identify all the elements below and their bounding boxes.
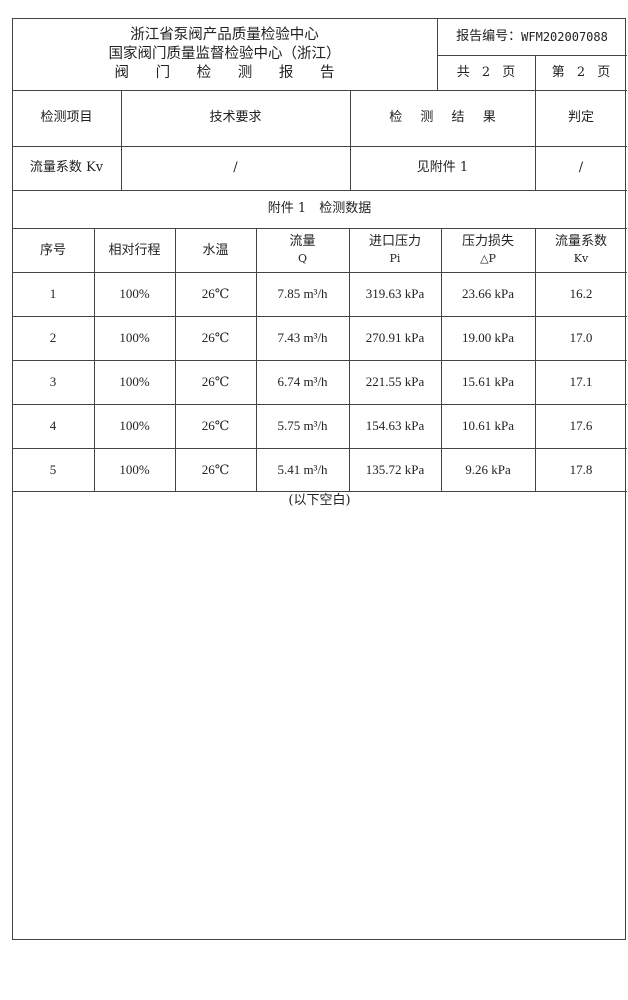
cell-index: 1: [49, 286, 57, 301]
cell-stroke: 100%: [119, 286, 150, 301]
divider: [175, 228, 176, 491]
report-number: 报告编号： WFM202007088: [437, 18, 627, 55]
column-label: 序号: [39, 242, 66, 258]
divider: [12, 491, 627, 492]
divider: [437, 55, 627, 56]
cell-water-temp: 26℃: [201, 374, 230, 389]
divider: [535, 55, 536, 90]
cell-water-temp: 26℃: [201, 330, 230, 345]
divider: [121, 90, 122, 190]
cell-kv: 17.1: [569, 374, 593, 389]
divider: [535, 228, 536, 491]
divider: [12, 146, 627, 147]
column-header-inlet-pressure: 进口压力 Pi: [349, 228, 441, 272]
column-label: 流量: [289, 234, 316, 249]
divider: [12, 360, 627, 361]
report-frame: [12, 18, 626, 940]
report-title: 阀 门 检 测 报 告: [114, 64, 346, 81]
divider: [349, 228, 350, 491]
cell-kv: 16.2: [569, 286, 593, 301]
cell-index: 3: [49, 374, 57, 389]
column-unit: △P: [480, 252, 496, 265]
cell-flow: 5.75 m³/h: [277, 418, 328, 433]
cell-index: 4: [49, 418, 57, 433]
cell-pressure-loss: 10.61 kPa: [462, 418, 514, 433]
cell-pressure-loss: 15.61 kPa: [462, 374, 514, 389]
divider: [12, 316, 627, 317]
cell-stroke: 100%: [119, 418, 150, 433]
summary-header-result: 检 测 结 果: [389, 110, 496, 125]
report-header-title: 浙江省泵阀产品质量检验中心 国家阀门质量监督检验中心（浙江） 阀 门 检 测 报…: [12, 18, 437, 90]
cell-flow: 7.85 m³/h: [277, 286, 328, 301]
cell-stroke: 100%: [119, 330, 150, 345]
divider: [12, 404, 627, 405]
report-number-label: 报告编号：: [456, 28, 522, 44]
summary-header-requirement: 技术要求: [209, 110, 262, 125]
summary-item: 流量系数 Kv: [29, 160, 104, 175]
cell-inlet-pressure: 270.91 kPa: [365, 330, 425, 345]
divider: [437, 18, 438, 90]
column-label: 水温: [202, 242, 229, 258]
summary-verdict: /: [578, 160, 584, 175]
total-pages: 共 2 页: [456, 64, 516, 80]
column-header-index: 序号: [12, 228, 94, 272]
column-unit: Q: [297, 252, 308, 265]
cell-inlet-pressure: 319.63 kPa: [365, 286, 425, 301]
cell-pressure-loss: 19.00 kPa: [462, 330, 514, 345]
column-header-pressure-loss: 压力损失 △P: [441, 228, 535, 272]
column-header-stroke: 相对行程: [94, 228, 175, 272]
appendix-title: 附件 1 检测数据: [267, 201, 372, 216]
cell-index: 5: [49, 461, 57, 477]
cell-water-temp: 26℃: [201, 286, 230, 301]
cell-stroke: 100%: [119, 461, 150, 477]
divider: [535, 90, 536, 190]
column-label: 流量系数: [554, 234, 607, 249]
divider: [256, 228, 257, 491]
divider: [12, 90, 627, 91]
summary-header-verdict: 判定: [567, 110, 594, 125]
cell-kv: 17.0: [569, 330, 593, 345]
column-label: 相对行程: [108, 242, 161, 258]
cell-inlet-pressure: 135.72 kPa: [365, 461, 425, 477]
divider: [12, 228, 627, 229]
column-unit: Pi: [389, 252, 401, 265]
cell-flow: 6.74 m³/h: [277, 374, 328, 389]
org-name-1: 浙江省泵阀产品质量检验中心: [130, 26, 319, 43]
divider: [94, 228, 95, 491]
cell-kv: 17.6: [569, 418, 593, 433]
report-number-value: WFM202007088: [521, 29, 608, 44]
cell-flow: 5.41 m³/h: [277, 461, 328, 477]
cell-kv: 17.8: [569, 461, 593, 477]
cell-index: 2: [49, 330, 57, 345]
cell-pressure-loss: 9.26 kPa: [465, 461, 511, 477]
column-header-kv: 流量系数 Kv: [535, 228, 627, 272]
cell-flow: 7.43 m³/h: [277, 330, 328, 345]
column-label: 进口压力: [368, 234, 421, 249]
cell-inlet-pressure: 221.55 kPa: [365, 374, 425, 389]
summary-requirement: /: [233, 160, 238, 175]
divider: [350, 90, 351, 190]
divider: [12, 272, 627, 273]
cell-water-temp: 26℃: [201, 461, 230, 477]
summary-header-item: 检测项目: [40, 110, 93, 125]
cell-inlet-pressure: 154.63 kPa: [365, 418, 425, 433]
column-header-flow: 流量 Q: [256, 228, 349, 272]
cell-stroke: 100%: [119, 374, 150, 389]
column-label: 压力损失: [461, 234, 514, 249]
column-header-water-temp: 水温: [175, 228, 256, 272]
blank-note: (以下空白): [288, 493, 351, 508]
column-unit: Kv: [573, 252, 589, 265]
divider: [12, 190, 627, 191]
divider: [441, 228, 442, 491]
current-page: 第 2 页: [551, 64, 611, 80]
cell-water-temp: 26℃: [201, 418, 230, 433]
cell-pressure-loss: 23.66 kPa: [462, 286, 514, 301]
divider: [12, 448, 627, 449]
summary-result: 见附件 1: [416, 160, 469, 175]
org-name-2: 国家阀门质量监督检验中心（浙江）: [108, 45, 341, 62]
